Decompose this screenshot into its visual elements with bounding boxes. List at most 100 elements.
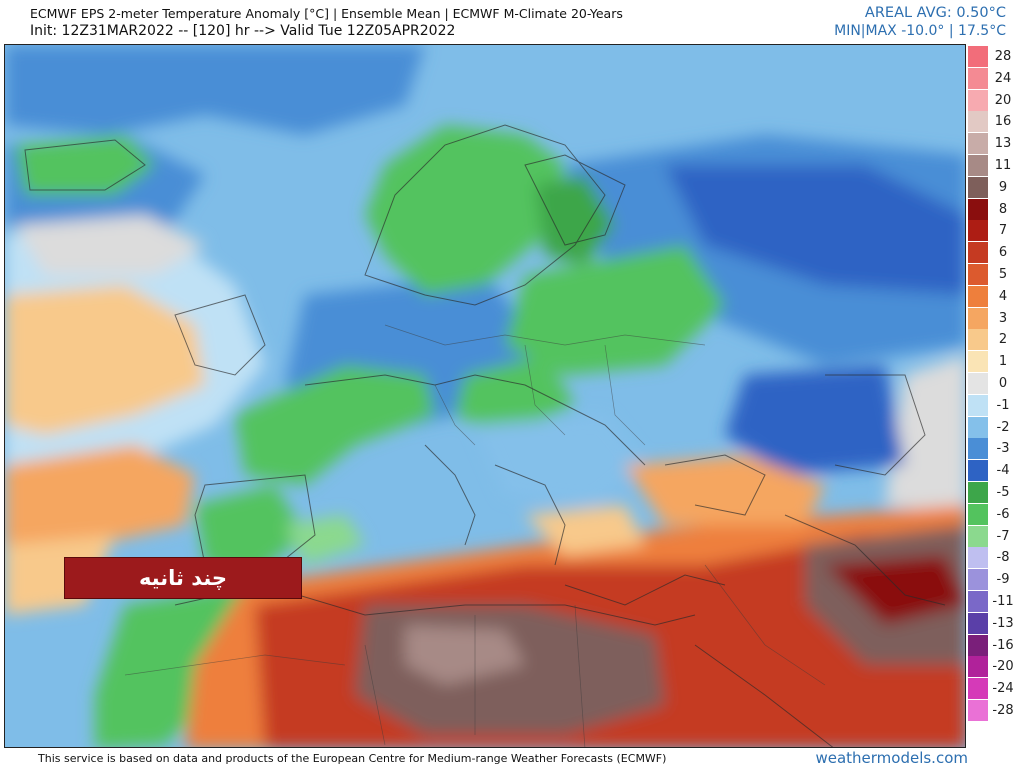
legend-entry: -5 (968, 482, 1018, 503)
legend-entry: -2 (968, 416, 1018, 438)
legend-entry: -6 (968, 503, 1018, 525)
legend-entry: -8 (968, 547, 1018, 569)
legend-swatch (968, 242, 988, 264)
legend-label: 20 (994, 92, 1012, 108)
legend-label: 4 (998, 288, 1008, 304)
legend-entry: 4 (968, 285, 1018, 307)
legend-swatch (968, 482, 988, 503)
legend-label: 11 (994, 158, 1012, 173)
legend-entry: -28 (968, 700, 1018, 721)
legend-swatch (968, 569, 988, 591)
legend-entry: 2 (968, 329, 1018, 351)
legend-entry: -9 (968, 569, 1018, 591)
legend-label: 28 (994, 49, 1012, 64)
legend-label: 7 (998, 223, 1008, 239)
legend-entry: -3 (968, 438, 1018, 460)
map-header: ECMWF EPS 2-meter Temperature Anomaly [°… (0, 0, 1024, 44)
legend-label: 9 (998, 179, 1008, 195)
legend-entry: -13 (968, 612, 1018, 634)
legend-swatch (968, 198, 988, 220)
site-name: weathermodels.com (815, 749, 968, 767)
legend-label: 16 (994, 114, 1012, 130)
legend-label: 24 (994, 70, 1012, 86)
legend-label: -16 (992, 637, 1014, 653)
legend-label: -5 (996, 485, 1010, 500)
legend-label: 13 (994, 136, 1012, 152)
legend-entry: -20 (968, 656, 1018, 678)
legend-label: -13 (992, 615, 1014, 631)
legend-swatch (968, 700, 988, 721)
legend-entry: 7 (968, 220, 1018, 242)
legend-label: 8 (998, 201, 1008, 217)
legend-swatch (968, 264, 988, 285)
legend-entry: 3 (968, 307, 1018, 329)
caption-banner: چند ثانیه (64, 557, 302, 599)
legend-entry: 9 (968, 176, 1018, 198)
anomaly-field (5, 45, 965, 747)
legend-swatch (968, 503, 988, 525)
legend-swatch (968, 547, 988, 569)
init-valid-time: Init: 12Z31MAR2022 -- [120] hr --> Valid… (30, 23, 456, 39)
legend-label: 5 (998, 267, 1008, 282)
legend-swatch (968, 438, 988, 460)
map-canvas (5, 45, 965, 747)
legend-label: 2 (998, 332, 1008, 348)
legend-label: 3 (998, 310, 1008, 326)
legend-swatch (968, 460, 988, 482)
legend-entry: 8 (968, 198, 1018, 220)
legend-swatch (968, 307, 988, 329)
legend-swatch (968, 634, 988, 656)
legend-swatch (968, 285, 988, 307)
coastlines (24, 124, 946, 747)
legend-entry: 16 (968, 111, 1018, 133)
legend-entry: 20 (968, 89, 1018, 111)
legend-swatch (968, 678, 988, 700)
legend-entry: 1 (968, 351, 1018, 373)
legend-label: -8 (996, 550, 1010, 566)
legend-swatch (968, 133, 988, 155)
legend-entry: -1 (968, 394, 1018, 416)
map-title: ECMWF EPS 2-meter Temperature Anomaly [°… (30, 6, 623, 21)
temperature-anomaly-map (4, 44, 966, 748)
legend-label: -11 (992, 594, 1014, 609)
legend-swatch (968, 67, 988, 89)
legend-label: -20 (992, 659, 1014, 675)
areal-average: AREAL AVG: 0.50°C (864, 5, 1006, 21)
legend-swatch (968, 351, 988, 373)
legend-entry: -24 (968, 678, 1018, 700)
legend-entry: 11 (968, 155, 1018, 176)
country-borders (124, 324, 826, 747)
color-scale-legend: 28 24 20 16 13 11 9 8 7 6 5 4 3 2 1 0 -1 -2 -3 -4 -5 -6 -7 -8 -9… (968, 46, 1018, 722)
legend-label: -3 (996, 441, 1010, 457)
legend-swatch (968, 612, 988, 634)
legend-swatch (968, 394, 988, 416)
legend-swatch (968, 591, 988, 612)
legend-entry: 5 (968, 264, 1018, 285)
legend-swatch (968, 111, 988, 133)
legend-label: -9 (996, 572, 1010, 588)
legend-entry: 24 (968, 67, 1018, 89)
legend-entry: -11 (968, 591, 1018, 612)
legend-swatch (968, 525, 988, 547)
legend-swatch (968, 220, 988, 242)
caption-text: چند ثانیه (138, 566, 228, 590)
legend-label: -28 (992, 703, 1014, 718)
legend-swatch (968, 176, 988, 198)
legend-entry: 0 (968, 373, 1018, 394)
legend-swatch (968, 155, 988, 176)
legend-swatch (968, 656, 988, 678)
legend-swatch (968, 329, 988, 351)
attribution-text: This service is based on data and produc… (38, 752, 667, 765)
legend-label: 0 (998, 376, 1008, 391)
legend-label: -1 (996, 397, 1010, 413)
legend-label: -2 (996, 419, 1010, 435)
legend-label: 1 (998, 354, 1008, 370)
legend-label: -4 (996, 463, 1010, 479)
map-footer: This service is based on data and produc… (0, 749, 1024, 768)
legend-entry: -4 (968, 460, 1018, 482)
legend-entry: -7 (968, 525, 1018, 547)
legend-entry: 28 (968, 46, 1018, 67)
legend-entry: 6 (968, 242, 1018, 264)
legend-swatch (968, 46, 988, 67)
min-max-values: MIN|MAX -10.0° | 17.5°C (834, 23, 1006, 39)
